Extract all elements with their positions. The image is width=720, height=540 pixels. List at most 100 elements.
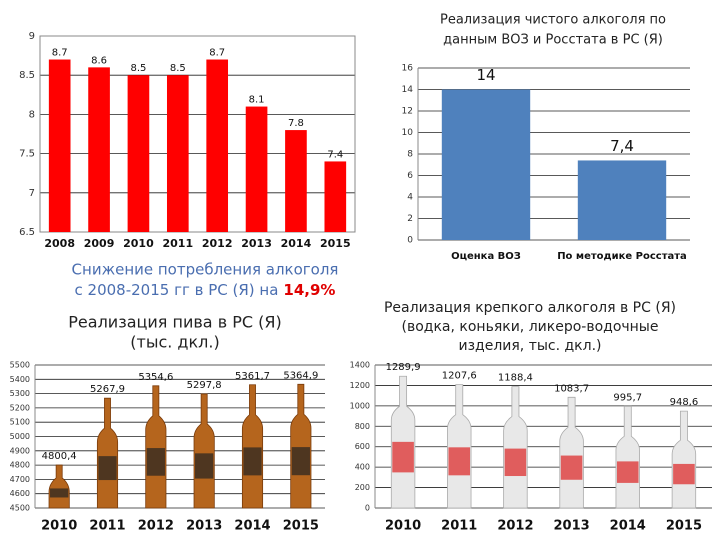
- bottle-label: [195, 453, 214, 479]
- x-tick-label: 2010: [385, 519, 421, 534]
- bottle-bar: [503, 386, 528, 509]
- bottle-label: [673, 463, 695, 485]
- bottle-bar: [290, 383, 312, 509]
- chart-title: Реализация чистого алкоголя по: [440, 13, 666, 28]
- y-tick-label: 4700: [10, 475, 30, 484]
- bottle-bar: [447, 384, 472, 509]
- y-tick-label: 400: [355, 463, 370, 472]
- annotation-text: с 2008-2015 гг в РС (Я) на: [75, 281, 279, 299]
- y-tick-label: 14: [402, 85, 414, 95]
- x-tick-label: 2015: [283, 519, 319, 534]
- value-label: 1289,9: [386, 362, 421, 373]
- y-tick-label: 4900: [10, 446, 30, 455]
- y-tick-label: 5500: [10, 361, 30, 370]
- bar: [166, 75, 189, 232]
- x-tick-label: 2015: [666, 519, 702, 534]
- bar: [324, 161, 347, 232]
- y-tick-label: 1400: [350, 361, 370, 370]
- chart-title: (водка, коньяки, ликеро-водочные: [402, 319, 659, 335]
- bottle-label: [146, 448, 165, 476]
- value-label: 8.5: [170, 63, 186, 74]
- x-tick-label: 2011: [89, 519, 125, 534]
- chart-title: изделия, тыс. дкл.): [458, 338, 601, 354]
- x-tick-label: 2012: [202, 237, 233, 250]
- value-label: 8.1: [249, 95, 265, 106]
- bottle-label: [243, 447, 262, 476]
- value-label: 948,6: [670, 397, 699, 408]
- value-label: 5267,9: [90, 384, 125, 395]
- bottle-bar: [241, 384, 264, 509]
- bottle-label: [291, 447, 310, 476]
- x-tick-label: 2011: [163, 237, 194, 250]
- x-tick-label: 2015: [320, 237, 351, 250]
- value-label: 8.7: [209, 48, 225, 59]
- bottle-bar: [48, 464, 70, 509]
- annotation: Снижение потребления алкоголя: [72, 261, 339, 279]
- bottle-label: [392, 441, 414, 473]
- bar: [285, 130, 307, 232]
- x-tick-label: По методике Росстата: [557, 251, 687, 262]
- value-label: 1188,4: [498, 373, 533, 384]
- y-tick-label: 0: [407, 236, 413, 246]
- bar: [577, 160, 667, 240]
- y-tick-label: 10: [402, 128, 414, 138]
- bar: [441, 89, 531, 240]
- y-tick-label: 9: [29, 31, 35, 42]
- x-tick-label: 2013: [186, 519, 222, 534]
- plot-frame: [39, 35, 356, 233]
- bottle-label: [504, 448, 527, 477]
- y-tick-label: 4500: [10, 504, 30, 513]
- y-tick-label: 6.5: [19, 227, 35, 238]
- y-tick-label: 1200: [350, 381, 370, 390]
- x-tick-label: 2014: [610, 519, 646, 534]
- value-label: 7,4: [610, 137, 634, 155]
- value-label: 5354,6: [138, 372, 173, 383]
- x-tick-label: 2008: [44, 237, 75, 250]
- value-label: 7.4: [327, 149, 343, 160]
- x-tick-label: Оценка ВОЗ: [451, 251, 521, 262]
- bottle-bar: [145, 385, 167, 509]
- bottle-label: [616, 461, 639, 483]
- value-label: 14: [476, 66, 495, 84]
- x-tick-label: 2013: [553, 519, 589, 534]
- y-tick-label: 5400: [10, 375, 30, 384]
- bottle-bar: [559, 396, 584, 509]
- bar: [48, 59, 71, 232]
- y-tick-label: 4600: [10, 489, 30, 498]
- value-label: 8.7: [52, 48, 68, 59]
- y-tick-label: 200: [355, 483, 370, 492]
- bar: [245, 106, 268, 232]
- bottle-bar: [615, 405, 640, 509]
- y-tick-label: 5300: [10, 389, 30, 398]
- bottle-label: [50, 488, 69, 498]
- y-tick-label: 600: [355, 442, 370, 451]
- bottle-bar: [193, 393, 215, 509]
- y-tick-label: 4800: [10, 461, 30, 470]
- value-label: 5297,8: [187, 380, 222, 391]
- bottle-label: [560, 455, 583, 480]
- value-label: 1207,6: [442, 371, 477, 382]
- y-tick-label: 16: [402, 64, 414, 74]
- bar: [88, 67, 110, 232]
- bar: [206, 59, 229, 232]
- y-tick-label: 8.5: [19, 70, 35, 81]
- x-tick-label: 2012: [497, 519, 533, 534]
- value-label: 5364,9: [283, 370, 318, 381]
- chart-title: Реализация пива в РС (Я): [68, 313, 281, 332]
- value-label: 5361,7: [235, 371, 270, 382]
- bottle-bar: [96, 397, 119, 509]
- y-tick-label: 2: [407, 214, 413, 224]
- y-tick-label: 6: [407, 171, 413, 181]
- y-tick-label: 5200: [10, 403, 30, 412]
- chart-title: (тыс. дкл.): [130, 333, 219, 352]
- value-label: 1083,7: [554, 383, 589, 394]
- chart-title: Реализация крепкого алкоголя в РС (Я): [384, 300, 676, 316]
- y-tick-label: 8: [407, 150, 413, 160]
- y-tick-label: 5000: [10, 432, 30, 441]
- bottle-label: [448, 447, 471, 476]
- y-tick-label: 7.5: [19, 149, 35, 160]
- y-tick-label: 12: [402, 107, 413, 117]
- y-tick-label: 5100: [10, 418, 30, 427]
- y-tick-label: 1000: [350, 401, 370, 410]
